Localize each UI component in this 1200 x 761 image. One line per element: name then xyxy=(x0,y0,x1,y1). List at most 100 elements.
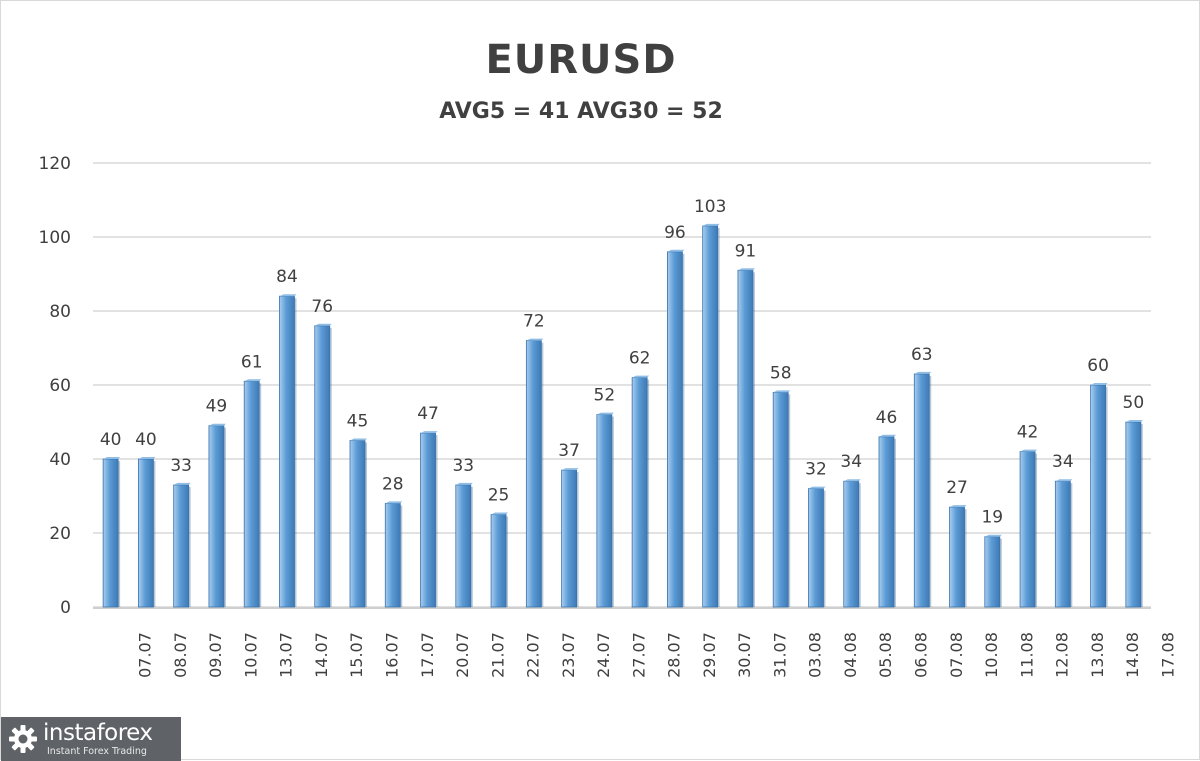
bar-top xyxy=(385,501,403,504)
y-tick-label: 20 xyxy=(49,524,71,544)
bar xyxy=(737,269,754,608)
data-label: 28 xyxy=(382,474,404,494)
instaforex-logo: instaforex Instant Forex Trading xyxy=(1,717,181,761)
x-tick-label: 12.08 xyxy=(1053,632,1072,678)
bar-top xyxy=(843,479,861,482)
bar xyxy=(102,458,119,608)
bar-top xyxy=(1090,383,1108,385)
bar-top xyxy=(138,457,156,459)
data-label: 49 xyxy=(206,397,228,417)
bar-top xyxy=(208,423,226,426)
data-label: 52 xyxy=(594,386,616,406)
bar-top xyxy=(526,338,544,341)
x-tick-label: 07.07 xyxy=(136,632,155,678)
bar-top xyxy=(455,482,473,485)
bar-top xyxy=(420,431,438,434)
x-tick-label: 28.07 xyxy=(665,632,684,678)
bar xyxy=(1090,384,1106,608)
data-label: 91 xyxy=(735,241,757,261)
y-tick-label: 60 xyxy=(49,376,71,396)
bar xyxy=(279,295,295,608)
bar xyxy=(702,225,719,608)
x-tick-label: 13.07 xyxy=(277,632,296,678)
data-label: 34 xyxy=(1052,452,1074,472)
bar xyxy=(243,380,260,608)
x-tick-label: 10.08 xyxy=(982,632,1001,678)
bar-top xyxy=(702,223,720,226)
data-label: 27 xyxy=(946,478,968,498)
bar xyxy=(596,414,613,608)
data-label: 103 xyxy=(694,197,726,217)
x-tick-label: 09.07 xyxy=(206,632,225,678)
data-label: 46 xyxy=(876,408,898,428)
bar xyxy=(913,373,930,608)
x-tick-label: 08.07 xyxy=(171,632,190,678)
bar-top xyxy=(949,505,967,508)
x-tick-label: 05.08 xyxy=(876,632,895,678)
bar-top xyxy=(773,390,791,393)
bar-top xyxy=(350,438,367,441)
bar xyxy=(1125,421,1142,608)
data-label: 58 xyxy=(770,363,792,383)
x-tick-label: 24.07 xyxy=(594,632,613,678)
bar-top xyxy=(561,468,579,471)
bar xyxy=(984,536,1001,608)
data-label: 50 xyxy=(1123,393,1145,413)
chart-subtitle: AVG5 = 41 AVG30 = 52 xyxy=(439,99,723,124)
data-label: 76 xyxy=(311,297,333,317)
x-tick-label: 15.07 xyxy=(347,632,366,678)
bar-top xyxy=(1125,420,1143,422)
data-label: 37 xyxy=(558,441,580,461)
bar-top xyxy=(879,434,896,437)
logo-tagline: Instant Forex Trading xyxy=(47,746,147,757)
y-tick-label: 0 xyxy=(60,598,71,618)
x-tick-label: 03.08 xyxy=(806,632,825,678)
bar-top xyxy=(491,512,509,515)
bar xyxy=(631,377,648,608)
bar xyxy=(314,325,331,608)
x-tick-label: 27.07 xyxy=(629,632,648,678)
data-label: 32 xyxy=(805,460,827,480)
y-tick-label: 80 xyxy=(49,302,71,322)
chart-title: EURUSD xyxy=(485,37,677,83)
bar-top xyxy=(667,249,685,252)
data-label: 40 xyxy=(100,430,122,450)
bar xyxy=(1054,480,1071,608)
data-label: 40 xyxy=(135,430,157,450)
y-tick-label: 120 xyxy=(39,154,71,174)
x-tick-label: 21.07 xyxy=(488,632,507,678)
x-tick-label: 11.08 xyxy=(1017,632,1036,678)
bar-top xyxy=(1055,479,1073,482)
data-label: 63 xyxy=(911,345,933,365)
bar-top xyxy=(244,379,262,382)
data-label: 19 xyxy=(981,508,1003,528)
logo-name: instaforex xyxy=(43,720,153,746)
bar xyxy=(349,440,366,608)
x-tick-label: 10.07 xyxy=(241,632,260,678)
bar xyxy=(667,251,683,608)
data-label: 33 xyxy=(452,456,474,476)
bar xyxy=(208,425,225,608)
x-tick-label: 17.07 xyxy=(418,632,437,678)
x-tick-label: 31.07 xyxy=(770,632,789,678)
bar xyxy=(878,436,895,608)
x-tick-label: 20.07 xyxy=(453,632,472,678)
y-tick-label: 100 xyxy=(39,228,71,248)
bar xyxy=(949,506,965,608)
x-tick-label: 29.07 xyxy=(700,632,719,678)
bar-top xyxy=(279,294,297,297)
bar xyxy=(420,432,436,608)
x-tick-label: 06.08 xyxy=(912,632,931,678)
bar-top xyxy=(984,534,1002,537)
x-tick-label: 30.07 xyxy=(735,632,754,678)
bar xyxy=(384,502,401,608)
bar xyxy=(490,514,507,608)
y-tick-label: 40 xyxy=(49,450,71,470)
x-tick-label: 04.08 xyxy=(841,632,860,678)
x-tick-label: 14.07 xyxy=(312,632,331,678)
x-tick-label: 13.08 xyxy=(1088,632,1107,678)
bar xyxy=(772,391,789,608)
data-label: 60 xyxy=(1087,356,1109,376)
x-tick-label: 16.07 xyxy=(383,632,402,678)
